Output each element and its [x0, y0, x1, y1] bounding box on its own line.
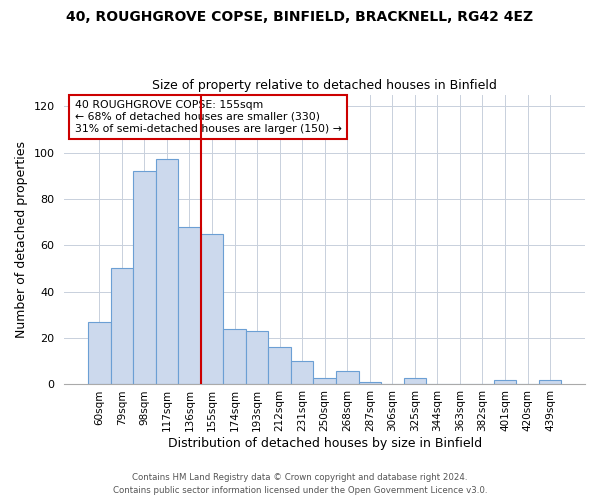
Bar — [110, 268, 133, 384]
Y-axis label: Number of detached properties: Number of detached properties — [15, 141, 28, 338]
Bar — [336, 370, 359, 384]
Bar — [133, 171, 155, 384]
Bar — [155, 160, 178, 384]
Bar — [313, 378, 336, 384]
Bar — [404, 378, 426, 384]
Text: 40 ROUGHGROVE COPSE: 155sqm
← 68% of detached houses are smaller (330)
31% of se: 40 ROUGHGROVE COPSE: 155sqm ← 68% of det… — [75, 100, 341, 134]
Bar — [359, 382, 381, 384]
Bar — [178, 227, 201, 384]
Text: 40, ROUGHGROVE COPSE, BINFIELD, BRACKNELL, RG42 4EZ: 40, ROUGHGROVE COPSE, BINFIELD, BRACKNEL… — [67, 10, 533, 24]
Bar — [223, 329, 246, 384]
Bar — [291, 362, 313, 384]
Bar — [246, 331, 268, 384]
Text: Contains HM Land Registry data © Crown copyright and database right 2024.
Contai: Contains HM Land Registry data © Crown c… — [113, 474, 487, 495]
Bar — [539, 380, 562, 384]
Bar — [88, 322, 110, 384]
Bar — [201, 234, 223, 384]
Title: Size of property relative to detached houses in Binfield: Size of property relative to detached ho… — [152, 79, 497, 92]
Bar — [268, 348, 291, 385]
Bar — [494, 380, 516, 384]
X-axis label: Distribution of detached houses by size in Binfield: Distribution of detached houses by size … — [167, 437, 482, 450]
